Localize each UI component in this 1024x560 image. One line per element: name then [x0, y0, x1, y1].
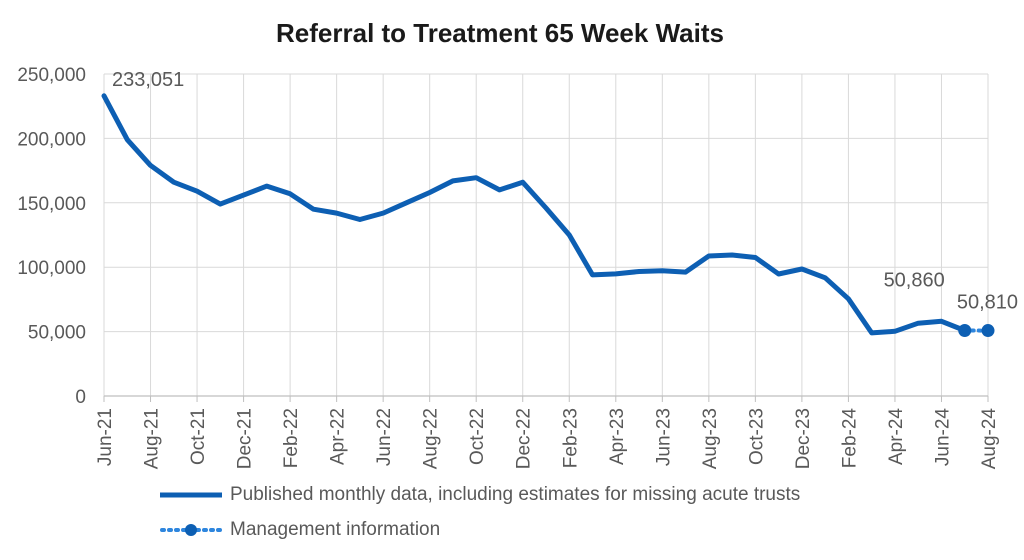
x-tick-label: Jun-24 [932, 408, 953, 467]
x-tick-label: Oct-22 [467, 408, 488, 465]
data-point-management [958, 323, 972, 337]
chart-title: Referral to Treatment 65 Week Waits [276, 18, 724, 48]
y-tick-label: 100,000 [17, 258, 86, 279]
x-tick-label: Aug-23 [700, 408, 721, 469]
x-tick-label: Aug-21 [142, 408, 163, 469]
x-tick-label: Oct-23 [746, 408, 767, 465]
x-tick-label: Jun-23 [653, 408, 674, 466]
y-tick-label: 50,000 [28, 323, 86, 344]
series-lines [101, 93, 995, 338]
legend-item-published: Published monthly data, including estima… [160, 484, 800, 506]
data-point-management [981, 324, 995, 338]
y-tick-label: 200,000 [17, 129, 86, 150]
x-tick-label: Feb-24 [839, 408, 860, 469]
y-tick-label: 0 [75, 387, 86, 408]
gridlines [103, 73, 989, 397]
x-tick-label: Feb-22 [281, 408, 302, 468]
x-tick-label: Apr-23 [607, 408, 628, 465]
x-tick-label: Dec-23 [793, 408, 814, 469]
x-tick-label: Feb-23 [560, 408, 581, 468]
dotted-marker-legend-icon [160, 524, 222, 536]
solid-line-legend-icon [160, 492, 222, 498]
data-label: 50,860 [884, 269, 945, 291]
x-tick-label: Jun-21 [95, 408, 116, 466]
y-tick-label: 250,000 [17, 65, 86, 86]
data-label: 50,810 [957, 292, 1018, 314]
data-labels: 233,051 50,860 50,810 [112, 69, 1018, 314]
x-tick-label: Jun-22 [374, 408, 395, 466]
data-label: 233,051 [112, 69, 184, 91]
x-tick-label: Oct-21 [188, 408, 209, 465]
x-tick-label: Dec-21 [235, 408, 256, 469]
x-tick-label: Aug-24 [979, 408, 1000, 470]
x-tick-label: Apr-22 [328, 408, 349, 465]
y-tick-label: 150,000 [17, 194, 86, 215]
line-chart: 0 50,000 100,000 150,000 200,000 250,000 Jun-2… [17, 65, 1018, 469]
legend-label-management: Management information [230, 519, 441, 540]
axes: 0 50,000 100,000 150,000 200,000 250,000 Jun-2… [17, 65, 1000, 469]
x-tick-label: Apr-24 [886, 408, 907, 465]
legend-item-management: Management information [160, 519, 440, 541]
x-tick-label: Dec-22 [514, 408, 535, 469]
series-line-published [101, 93, 968, 336]
x-tick-label: Aug-22 [421, 408, 442, 469]
legend-label-published: Published monthly data, including estima… [230, 484, 801, 505]
